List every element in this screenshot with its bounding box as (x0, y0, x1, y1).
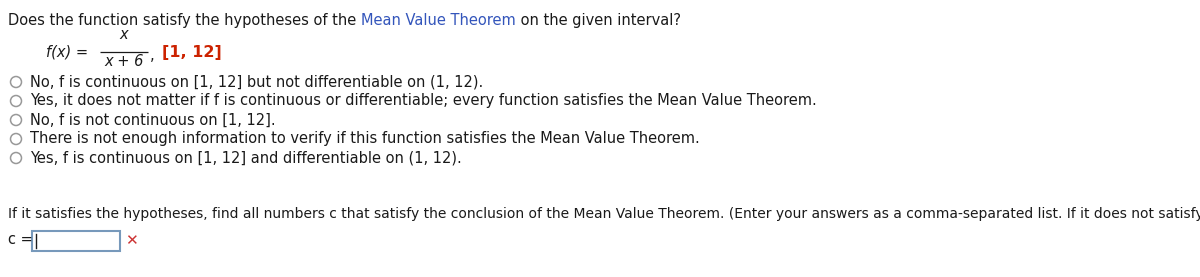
Text: There is not enough information to verify if this function satisfies the Mean Va: There is not enough information to verif… (30, 132, 700, 147)
Text: [1, 12]: [1, 12] (162, 45, 222, 60)
FancyBboxPatch shape (32, 231, 120, 251)
Text: No, f is continuous on [1, 12] but not differentiable on (1, 12).: No, f is continuous on [1, 12] but not d… (30, 75, 484, 89)
Text: x + 6: x + 6 (104, 54, 144, 69)
Text: Yes, f is continuous on [1, 12] and differentiable on (1, 12).: Yes, f is continuous on [1, 12] and diff… (30, 150, 462, 165)
Text: Yes, it does not matter if f is continuous or differentiable; every function sat: Yes, it does not matter if f is continuo… (30, 94, 817, 109)
Text: ✕: ✕ (125, 234, 138, 248)
Text: on the given interval?: on the given interval? (516, 13, 680, 28)
Text: f(x) =: f(x) = (46, 45, 88, 60)
Text: ,: , (150, 48, 155, 63)
Text: Does the function satisfy the hypotheses of the: Does the function satisfy the hypotheses… (8, 13, 361, 28)
Text: If it satisfies the hypotheses, find all numbers c that satisfy the conclusion o: If it satisfies the hypotheses, find all… (8, 207, 1200, 221)
Text: x: x (120, 27, 128, 42)
Text: Mean Value Theorem: Mean Value Theorem (361, 13, 516, 28)
Text: No, f is not continuous on [1, 12].: No, f is not continuous on [1, 12]. (30, 112, 276, 127)
Text: c =: c = (8, 232, 32, 247)
